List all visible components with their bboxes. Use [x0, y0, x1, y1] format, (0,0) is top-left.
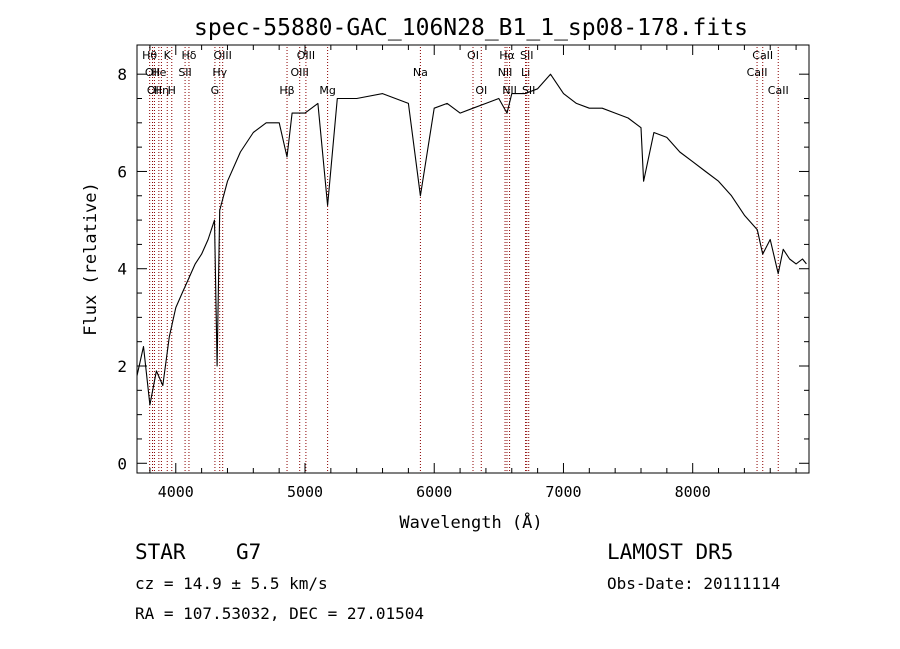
line-label: He [151, 66, 166, 79]
line-label: OIII [291, 66, 309, 79]
line-label: CaII [747, 66, 768, 79]
x-tick-label: 6000 [416, 483, 452, 501]
chart-title: spec-55880-GAC_106N28_B1_1_sp08-178.fits [194, 15, 748, 41]
obs-date: Obs-Date: 20111114 [607, 574, 781, 593]
y-tick-label: 0 [117, 454, 127, 473]
x-tick-label: 4000 [158, 483, 194, 501]
line-label: NII [498, 66, 513, 79]
line-label: Hη [154, 84, 169, 97]
x-tick-label: 7000 [545, 483, 581, 501]
line-label: OI [475, 84, 487, 97]
line-label: Mg [319, 84, 335, 97]
spectrum-line [136, 73, 807, 406]
line-label: Hβ [279, 84, 294, 97]
line-label: SII [520, 49, 533, 62]
line-label: OII [145, 66, 160, 79]
line-label: OIII [213, 49, 231, 62]
line-label: OIII [297, 49, 315, 62]
y-axis-label: Flux (relative) [81, 182, 101, 336]
survey-name: LAMOST DR5 [607, 540, 734, 564]
x-tick-label: 8000 [675, 483, 711, 501]
line-label: CaII [768, 84, 789, 97]
line-label: G [211, 84, 220, 97]
spectrum-trace [136, 73, 807, 406]
y-tick-label: 6 [117, 162, 127, 181]
y-tick-label: 4 [117, 260, 127, 279]
line-label: K [164, 49, 172, 62]
redshift-text: cz = 14.9 ± 5.5 km/s [135, 574, 328, 593]
line-label: SII [178, 66, 191, 79]
line-label: Hδ [181, 49, 196, 62]
object-class: STAR [135, 540, 186, 564]
y-axis: 0 2 4 6 8 [117, 65, 809, 473]
line-label: Na [413, 66, 428, 79]
line-label: Hγ [212, 66, 227, 79]
spectral-subclass: G7 [236, 540, 262, 564]
line-label: Hα [499, 49, 515, 62]
line-markers: HθOIIOIIHeHηKHSIIHδGHγOIIIHβOIIIOIIIMgNa… [142, 47, 789, 473]
line-label: NII [502, 84, 517, 97]
x-axis: 4000 5000 6000 7000 8000 [149, 45, 797, 501]
plot-frame [136, 44, 810, 474]
line-label: OII [147, 84, 162, 97]
line-label: OI [467, 49, 479, 62]
line-label: CaII [752, 49, 773, 62]
coordinates: RA = 107.53032, DEC = 27.01504 [135, 604, 424, 623]
x-axis-label: Wavelength (Å) [399, 511, 542, 533]
x-tick-label: 5000 [287, 483, 323, 501]
y-tick-label: 8 [117, 65, 127, 84]
y-tick-label: 2 [117, 357, 127, 376]
line-label: H [168, 84, 176, 97]
line-label: Hθ [142, 49, 157, 62]
line-label: Li [521, 66, 530, 79]
